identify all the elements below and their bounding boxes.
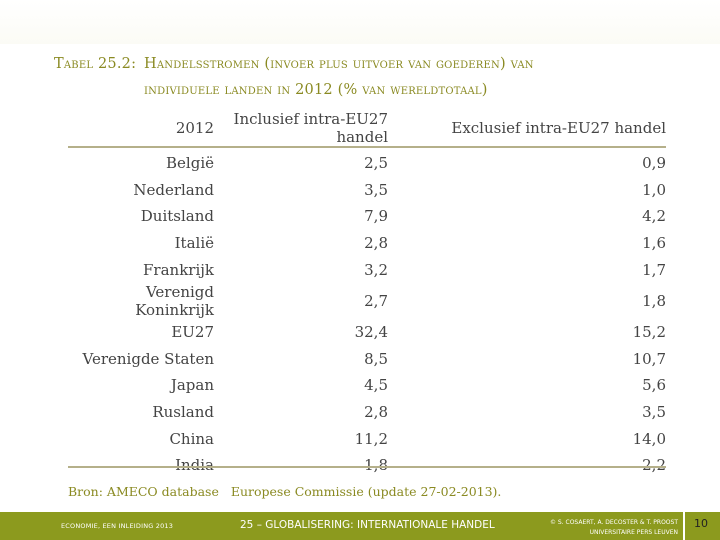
cell-country: Verenigd Koninkrijk xyxy=(135,282,214,319)
cell-inclusive: 4,5 xyxy=(364,376,388,395)
cell-inclusive: 11,2 xyxy=(354,429,388,448)
cell-inclusive: 3,2 xyxy=(364,260,388,279)
cell-exclusive: 1,0 xyxy=(642,180,666,199)
table-row: India 1,8 2,2 xyxy=(68,452,666,479)
cell-exclusive: 10,7 xyxy=(632,349,666,368)
cell-inclusive: 7,9 xyxy=(364,207,388,226)
cell-country: India xyxy=(175,456,214,475)
cell-inclusive: 8,5 xyxy=(364,349,388,368)
source-note: Bron: AMECO database Europese Commissie (… xyxy=(68,484,501,499)
table-row: China 11,2 14,0 xyxy=(68,425,666,452)
cell-exclusive: 14,0 xyxy=(632,429,666,448)
cell-exclusive: 1,6 xyxy=(642,234,666,253)
cell-country: Japan xyxy=(170,376,214,395)
table-row: België 2,5 0,9 xyxy=(68,147,666,177)
table-row: Italië 2,8 1,6 xyxy=(68,230,666,257)
table-body: België 2,5 0,9 Nederland 3,5 1,0 Duitsland 7,9 4… xyxy=(68,147,667,479)
table-row: Verenigde Staten 8,5 10,7 xyxy=(68,346,667,373)
title-line-2: individuele landen in 2012 (% van wereld… xyxy=(144,82,488,98)
header-inclusive: Inclusief intra-EU27 handel xyxy=(214,110,388,148)
cell-exclusive: 0,9 xyxy=(642,154,666,173)
table-row: Duitsland 7,9 4,2 xyxy=(68,203,666,230)
cell-country: Rusland xyxy=(152,403,214,422)
table-row: EU27 32,4 15,2 xyxy=(68,319,666,346)
cell-inclusive: 2,8 xyxy=(364,234,388,253)
cell-exclusive: 1,7 xyxy=(642,260,666,279)
page-number: 10 xyxy=(694,517,708,530)
source-database: Bron: AMECO database xyxy=(68,484,219,499)
cell-exclusive: 2,2 xyxy=(642,456,666,475)
table-title: Tabel 25.2: Handelsstromen (invoer plus u… xyxy=(54,51,674,103)
cell-country: Frankrijk xyxy=(143,260,214,279)
cell-country: EU27 xyxy=(171,323,214,342)
cell-inclusive: 1,8 xyxy=(364,456,388,475)
footer-chapter: 25 – GLOBALISERING: INTERNATIONALE HANDE… xyxy=(240,519,495,531)
cell-country: Verenigde Staten xyxy=(82,349,215,368)
cell-exclusive: 15,2 xyxy=(632,323,666,342)
trade-flows-table: 2012 Inclusief intra-EU27 handel Exclusi… xyxy=(68,110,666,479)
cell-country: Duitsland xyxy=(140,207,214,226)
header-exclusive: Exclusief intra-EU27 handel xyxy=(388,110,666,148)
title-line-1: Handelsstromen (invoer plus uitvoer van … xyxy=(144,56,534,72)
table-row: Nederland 3,5 1,0 xyxy=(68,177,666,204)
cell-exclusive: 1,8 xyxy=(642,291,666,310)
table-row: Frankrijk 3,2 1,7 xyxy=(68,256,666,283)
footer-publisher: UNIVERSITAIRE PERS LEUVEN xyxy=(589,529,678,536)
footer-book-title: ECONOMIE, EEN INLEIDING 2013 xyxy=(61,522,174,530)
footer-copyright: © S. COSAERT, A. DECOSTER & T. PROOST UN… xyxy=(536,518,678,538)
table-row: Verenigd Koninkrijk 2,7 1,8 xyxy=(68,283,666,319)
cell-country: Italië xyxy=(174,234,214,253)
cell-inclusive: 2,7 xyxy=(364,291,388,310)
cell-country: België xyxy=(166,154,214,173)
table-row: Rusland 2,8 3,5 xyxy=(68,399,666,426)
cell-country: Nederland xyxy=(133,180,214,199)
cell-inclusive: 32,4 xyxy=(354,323,388,342)
cell-exclusive: 5,6 xyxy=(642,376,666,395)
table-bottom-rule xyxy=(68,466,666,468)
header-year: 2012 xyxy=(68,110,214,148)
footer-bar: ECONOMIE, EEN INLEIDING 2013 25 – GLOBAL… xyxy=(0,512,720,540)
footer-authors: © S. COSAERT, A. DECOSTER & T. PROOST xyxy=(549,519,678,526)
footer-separator xyxy=(683,512,685,540)
title-prefix: Tabel 25.2: xyxy=(54,56,137,72)
table-header-row: 2012 Inclusief intra-EU27 handel Exclusi… xyxy=(68,110,666,148)
source-publisher: Europese Commissie (update 27-02-2013). xyxy=(230,484,502,499)
cell-inclusive: 3,5 xyxy=(364,180,388,199)
cell-country: China xyxy=(169,429,214,448)
cell-inclusive: 2,8 xyxy=(364,403,388,422)
cell-exclusive: 3,5 xyxy=(642,403,666,422)
top-strip xyxy=(0,0,720,44)
cell-inclusive: 2,5 xyxy=(364,154,388,173)
table-row: Japan 4,5 5,6 xyxy=(68,372,666,399)
cell-exclusive: 4,2 xyxy=(642,207,666,226)
